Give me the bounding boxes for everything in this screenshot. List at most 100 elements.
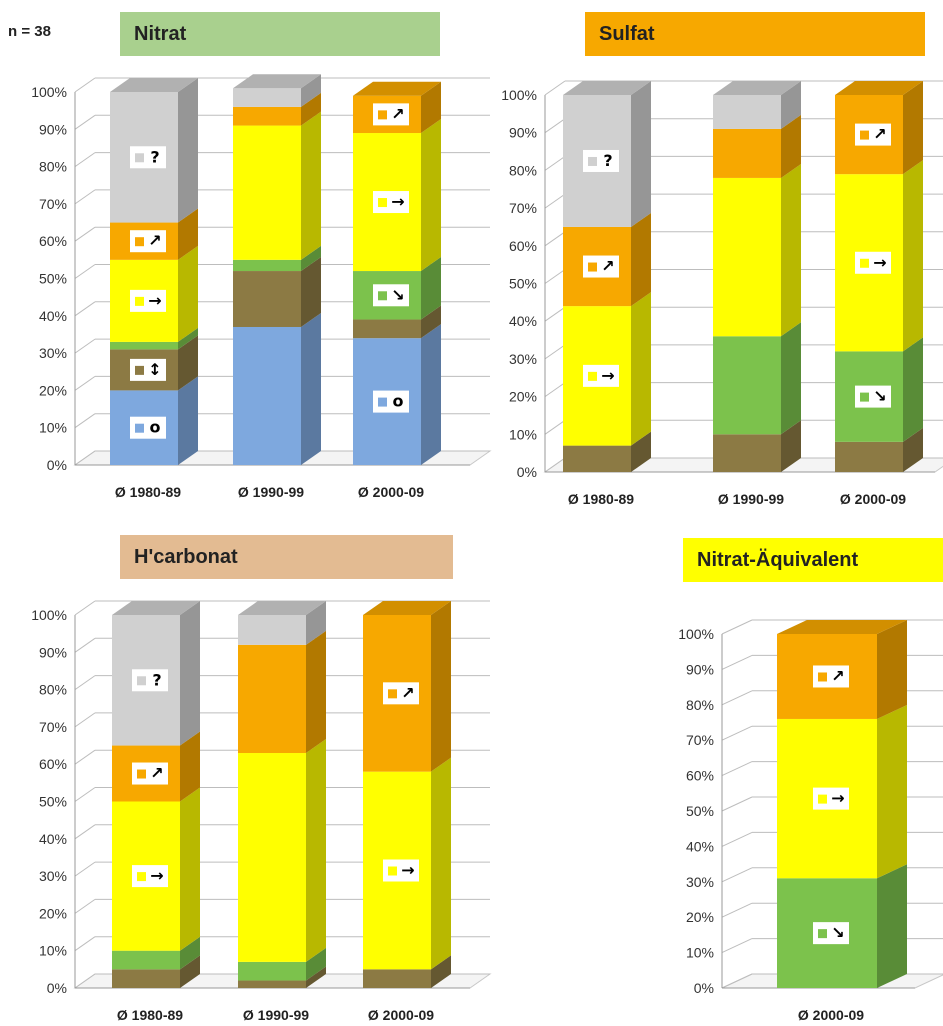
data-label-up: ↗ <box>813 665 849 688</box>
bar-segment-none <box>353 324 441 465</box>
x-tick-label: Ø 1980-89 <box>115 484 181 500</box>
bar-segment-fluctuating <box>713 420 801 472</box>
data-label-stable: → <box>130 289 166 312</box>
svg-text:?: ? <box>603 151 612 170</box>
gridline-depth <box>74 600 96 616</box>
gridline-depth <box>74 375 96 391</box>
bar-segment-down <box>713 322 801 435</box>
gridline-depth <box>74 413 96 429</box>
svg-text:o: o <box>393 392 404 411</box>
data-label-unknown: ? <box>132 669 168 692</box>
svg-text:→: → <box>401 861 414 880</box>
gridline-depth <box>74 450 96 466</box>
data-label-stable: → <box>373 191 409 214</box>
data-label-up: ↗ <box>383 682 419 705</box>
x-tick-label: Ø 2000-09 <box>798 1007 864 1023</box>
x-tick-label: Ø 1980-89 <box>117 1007 183 1023</box>
y-tick-label: 80% <box>509 162 537 178</box>
svg-text:?: ? <box>150 147 159 166</box>
bar-segment-fluctuating <box>233 257 321 327</box>
chart-4-title: Nitrat-Äquivalent <box>683 538 943 582</box>
y-tick-label: 0% <box>47 980 67 996</box>
chart-1-title: Nitrat <box>120 12 440 56</box>
y-tick-label: 50% <box>686 803 714 819</box>
gridline-depth <box>544 457 566 473</box>
svg-text:→: → <box>150 866 163 885</box>
gridline-depth <box>721 796 753 812</box>
y-tick-label: 80% <box>686 697 714 713</box>
bar-segment-up <box>835 81 923 175</box>
y-tick-label: 20% <box>39 382 67 398</box>
bar-segment-down <box>777 864 907 988</box>
y-tick-label: 40% <box>39 308 67 324</box>
gridline-depth <box>74 936 96 952</box>
gridline-depth <box>74 264 96 279</box>
bar-segment-down <box>110 327 198 350</box>
gridline-depth <box>74 749 96 765</box>
bar-segment-down <box>353 257 441 320</box>
gridline-depth <box>74 189 96 205</box>
gridline-depth <box>544 155 566 171</box>
gridline-depth <box>544 306 566 322</box>
data-label-up: ↗ <box>373 103 409 126</box>
bar-segment-up <box>713 114 801 178</box>
gridline-depth <box>74 861 96 877</box>
gridline-depth <box>721 938 753 954</box>
bar-segment-stable <box>238 739 326 962</box>
svg-text:→: → <box>148 291 161 310</box>
bar-segment-unknown <box>233 74 321 107</box>
data-label-stable: → <box>583 364 619 387</box>
svg-text:?: ? <box>152 670 161 689</box>
y-tick-label: 10% <box>39 420 67 436</box>
svg-text:→: → <box>391 192 404 211</box>
y-tick-label: 100% <box>31 607 67 623</box>
bar-segment-fluctuating <box>238 966 326 988</box>
gridline-depth <box>544 231 566 247</box>
y-tick-label: 50% <box>39 271 67 287</box>
bar-segment-down <box>238 947 326 981</box>
bar-segment-fluctuating <box>835 427 923 472</box>
svg-text:↗: ↗ <box>401 683 414 702</box>
gridline-depth <box>721 867 753 883</box>
data-label-none: o <box>373 390 409 413</box>
y-tick-label: 0% <box>694 980 714 996</box>
bar-segment-stable <box>233 111 321 260</box>
y-tick-label: 90% <box>39 121 67 137</box>
bar-segment-fluctuating <box>363 955 451 988</box>
gridline-depth <box>74 301 96 317</box>
y-tick-label: 40% <box>39 831 67 847</box>
x-tick-label: Ø 1990-99 <box>243 1007 309 1023</box>
svg-text:↗: ↗ <box>831 666 844 685</box>
bar-segment-stable <box>713 163 801 337</box>
data-label-stable: → <box>813 787 849 810</box>
y-tick-label: 0% <box>47 457 67 473</box>
gridline-depth <box>721 973 753 989</box>
gridline-depth <box>74 152 96 168</box>
gridline-depth <box>544 269 566 284</box>
gridline-depth <box>544 193 566 209</box>
y-tick-label: 70% <box>686 732 714 748</box>
x-tick-label: Ø 1990-99 <box>238 484 304 500</box>
gridline-depth <box>544 80 566 96</box>
gridline-depth <box>721 654 753 670</box>
bar-segment-up <box>233 92 321 126</box>
data-label-stable: → <box>383 859 419 882</box>
gridline-depth <box>74 973 96 989</box>
bar-segment-fluctuating <box>112 955 200 988</box>
x-tick-label: Ø 2000-09 <box>358 484 424 500</box>
y-tick-label: 70% <box>39 196 67 212</box>
data-label-down: ↘ <box>855 385 891 408</box>
bar-segment-stable <box>563 292 651 446</box>
gridline-depth <box>721 690 753 706</box>
y-tick-label: 30% <box>509 351 537 367</box>
y-tick-label: 50% <box>39 794 67 810</box>
x-tick-label: Ø 1980-89 <box>568 491 634 507</box>
data-label-up: ↗ <box>132 762 168 785</box>
y-tick-label: 60% <box>39 756 67 772</box>
data-label-fluctuating: ↕ <box>130 358 166 381</box>
data-label-stable: → <box>132 865 168 888</box>
